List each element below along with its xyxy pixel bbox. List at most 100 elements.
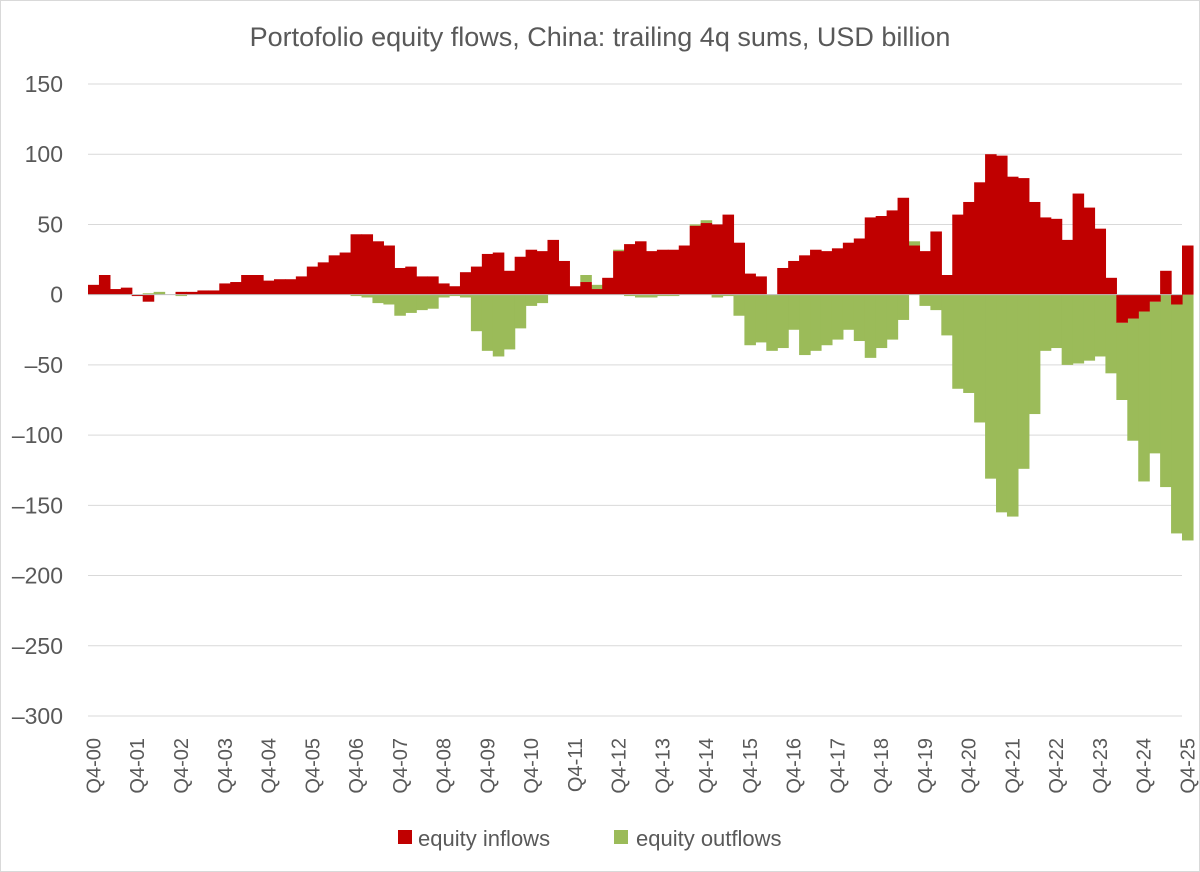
outflow-bar [744, 294, 756, 346]
outflow-bar [1017, 294, 1030, 469]
x-tick-label: Q4-03 [215, 738, 237, 794]
outflow-bar [1116, 322, 1128, 400]
inflow-bar [394, 267, 406, 295]
x-tick-label: Q4-06 [346, 738, 368, 794]
outflow-bar [700, 220, 713, 224]
inflow-bar [1050, 218, 1063, 295]
inflow-bar [284, 279, 297, 295]
outflow-bar [1072, 294, 1085, 364]
x-tick-label: Q4-15 [740, 738, 762, 794]
outflow-bar [350, 294, 363, 297]
outflow-bar [1050, 294, 1063, 349]
inflow-bar [1061, 239, 1074, 295]
outflow-bar [591, 284, 603, 290]
inflow-bar [492, 252, 505, 295]
inflow-bar [361, 234, 374, 295]
inflow-bar [109, 289, 122, 295]
inflow-bar [197, 290, 209, 295]
outflow-bar [908, 241, 921, 246]
inflow-bar [514, 256, 527, 295]
inflow-bar [295, 276, 308, 295]
inflow-bar [558, 260, 570, 295]
x-tick-label: Q4-25 [1177, 738, 1199, 794]
outflow-bar [1127, 318, 1139, 441]
inflow-bar [667, 249, 680, 295]
outflow-bar [831, 294, 844, 340]
outflow-bar [1083, 294, 1096, 361]
outflow-bar [733, 294, 745, 316]
inflow-bar [1017, 178, 1030, 295]
outflow-bar [1182, 294, 1194, 541]
inflow-bar [1149, 294, 1161, 302]
outflow-bars [142, 220, 1194, 541]
chart-title: Portofolio equity flows, China: trailing… [250, 22, 951, 52]
outflow-bar [930, 294, 942, 311]
inflow-bar [131, 294, 144, 297]
inflow-bar [722, 214, 735, 295]
outflow-bar [405, 294, 417, 313]
outflow-bar [1105, 294, 1117, 374]
inflow-bar [142, 294, 155, 302]
inflow-bar [1072, 193, 1085, 295]
x-tick-label: Q4-02 [171, 738, 193, 794]
x-tick-label: Q4-24 [1134, 738, 1156, 794]
inflow-bar [842, 242, 855, 295]
inflow-bar [689, 225, 702, 295]
x-tick-label: Q4-13 [652, 738, 674, 794]
x-axis-tick-labels: Q4-00 Q4-01 Q4-02 Q4-03 Q4-04 Q4-05 Q4-06 Q4-07… [83, 738, 1199, 794]
x-tick-label: Q4-11 [565, 738, 587, 792]
inflow-bar [831, 248, 844, 295]
outflow-bar [459, 294, 472, 298]
inflow-bar [744, 273, 756, 295]
inflow-bar [580, 282, 592, 295]
x-tick-label: Q4-20 [959, 738, 981, 794]
inflow-bar [602, 277, 614, 295]
inflow-bar [1171, 294, 1183, 305]
inflow-bar [700, 223, 713, 295]
inflow-bar [941, 275, 953, 295]
inflow-bar [263, 280, 275, 295]
inflow-bar [591, 289, 603, 295]
inflow-bar [547, 239, 560, 295]
outflow-bar [755, 294, 767, 343]
x-tick-label: Q4-10 [521, 738, 543, 794]
inflow-bar [930, 231, 942, 295]
inflow-bar [678, 245, 691, 295]
inflow-bar [503, 270, 516, 295]
outflow-bar [864, 294, 877, 358]
outflow-bar [153, 291, 166, 295]
x-tick-label: Q4-18 [871, 738, 893, 794]
y-tick-label: –200 [12, 563, 63, 589]
outflow-bar [383, 294, 395, 305]
outflow-bar [996, 294, 1008, 513]
outflow-bar [766, 294, 778, 351]
inflow-bar [1127, 294, 1139, 319]
inflow-bar [273, 279, 286, 295]
y-tick-label: –250 [12, 633, 63, 659]
inflow-bar [252, 275, 264, 295]
inflow-bar [438, 283, 450, 295]
inflow-bar [1105, 277, 1117, 295]
legend-label-inflows: equity inflows [418, 826, 550, 851]
outflow-bar [1028, 294, 1041, 415]
x-tick-label: Q4-08 [434, 738, 456, 794]
y-axis-tick-labels: 150 100 50 0 –50 –100 –150 –200 –250 –300 [12, 71, 63, 729]
outflow-bar [799, 294, 811, 356]
outflow-bar [372, 294, 384, 304]
inflow-bar [1160, 270, 1172, 295]
outflow-bar [416, 294, 428, 311]
outflow-bar [438, 294, 450, 298]
inflow-bar [974, 182, 986, 295]
inflow-bar [799, 255, 811, 295]
inflow-bar [1182, 245, 1194, 295]
outflow-bar [985, 294, 997, 479]
inflow-bar [317, 262, 330, 295]
inflow-bar [952, 214, 964, 295]
inflow-bar [635, 241, 647, 295]
inflow-bar [820, 251, 833, 295]
inflow-bar [1094, 228, 1107, 295]
outflow-bar [897, 294, 910, 320]
inflow-bar [241, 275, 253, 295]
inflow-bar [919, 251, 931, 295]
outflow-bar [1061, 294, 1074, 365]
